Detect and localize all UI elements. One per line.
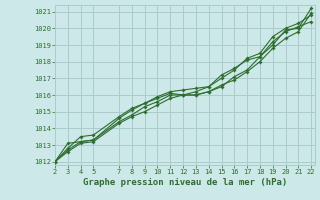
X-axis label: Graphe pression niveau de la mer (hPa): Graphe pression niveau de la mer (hPa): [83, 178, 287, 187]
